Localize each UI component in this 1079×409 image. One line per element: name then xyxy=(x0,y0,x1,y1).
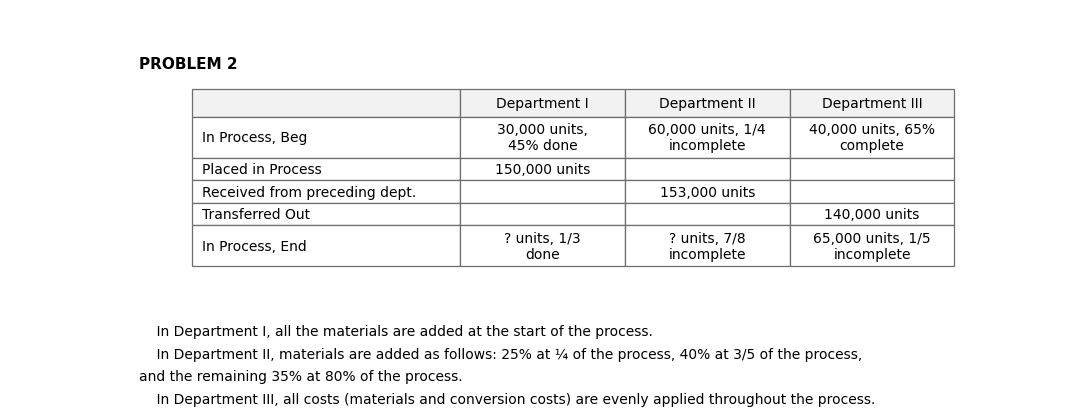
Bar xyxy=(192,226,460,267)
Text: PROBLEM 2: PROBLEM 2 xyxy=(139,57,237,72)
Text: In Department I, all the materials are added at the start of the process.: In Department I, all the materials are a… xyxy=(139,324,653,338)
Bar xyxy=(625,117,790,159)
Bar xyxy=(460,117,625,159)
Bar xyxy=(625,159,790,181)
Text: Placed in Process: Placed in Process xyxy=(202,163,322,177)
Text: 140,000 units: 140,000 units xyxy=(824,207,919,221)
Bar xyxy=(192,181,460,203)
Text: In Process, End: In Process, End xyxy=(202,239,306,253)
Text: 60,000 units, 1/4
incomplete: 60,000 units, 1/4 incomplete xyxy=(648,123,766,153)
Bar xyxy=(460,90,625,117)
Text: ? units, 1/3
done: ? units, 1/3 done xyxy=(504,231,581,261)
Text: 153,000 units: 153,000 units xyxy=(659,185,755,199)
Bar xyxy=(625,181,790,203)
Text: 30,000 units,
45% done: 30,000 units, 45% done xyxy=(497,123,588,153)
Text: In Process, Beg: In Process, Beg xyxy=(202,131,308,145)
Bar xyxy=(192,90,460,117)
Text: ? units, 7/8
incomplete: ? units, 7/8 incomplete xyxy=(669,231,746,261)
Text: In Department III, all costs (materials and conversion costs) are evenly applied: In Department III, all costs (materials … xyxy=(139,392,875,406)
Bar xyxy=(460,203,625,226)
Text: Department I: Department I xyxy=(496,97,589,111)
Bar xyxy=(460,159,625,181)
Text: Department III: Department III xyxy=(822,97,923,111)
Bar xyxy=(790,117,954,159)
Bar xyxy=(625,90,790,117)
Bar xyxy=(192,159,460,181)
Text: 150,000 units: 150,000 units xyxy=(495,163,590,177)
Text: Received from preceding dept.: Received from preceding dept. xyxy=(202,185,416,199)
Bar xyxy=(790,181,954,203)
Text: Department II: Department II xyxy=(659,97,755,111)
Bar xyxy=(460,226,625,267)
Bar xyxy=(790,90,954,117)
Bar xyxy=(460,181,625,203)
Bar xyxy=(192,203,460,226)
Text: 65,000 units, 1/5
incomplete: 65,000 units, 1/5 incomplete xyxy=(814,231,931,261)
Text: In Department II, materials are added as follows: 25% at ¼ of the process, 40% a: In Department II, materials are added as… xyxy=(139,347,862,361)
Bar xyxy=(790,159,954,181)
Text: Transferred Out: Transferred Out xyxy=(202,207,310,221)
Bar xyxy=(790,226,954,267)
Bar xyxy=(790,203,954,226)
Text: and the remaining 35% at 80% of the process.: and the remaining 35% at 80% of the proc… xyxy=(139,369,463,383)
Text: 40,000 units, 65%
complete: 40,000 units, 65% complete xyxy=(809,123,935,153)
Bar xyxy=(625,226,790,267)
Bar xyxy=(192,117,460,159)
Bar xyxy=(625,203,790,226)
